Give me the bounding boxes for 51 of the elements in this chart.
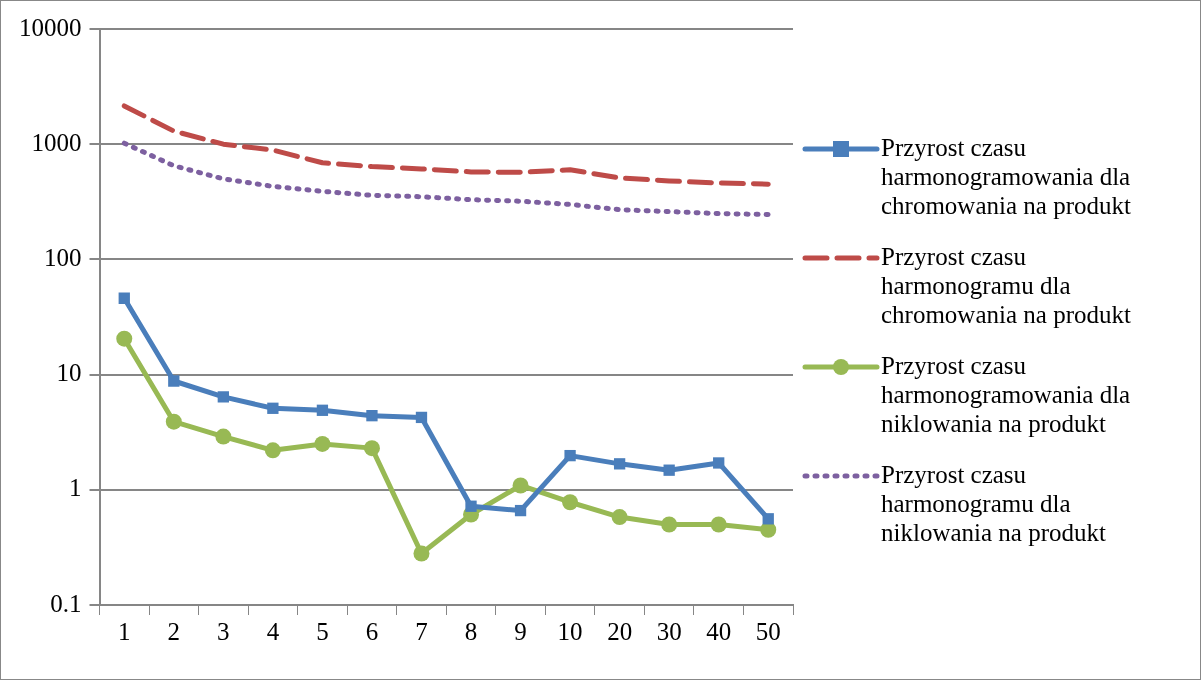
y-tick-label: 0.1 (50, 589, 82, 617)
legend-label: Przyrost czasu harmonogramu dla niklowania na produkt (881, 460, 1107, 547)
point (363, 440, 380, 457)
point (613, 458, 626, 470)
point (267, 402, 279, 414)
x-tick-label: 3 (217, 617, 230, 645)
point (314, 435, 331, 452)
legend-label: Przyrost czasu harmonogramowania dla chromowania na produkt (881, 133, 1132, 220)
point (413, 545, 430, 562)
point (366, 410, 378, 422)
point (611, 509, 628, 526)
point (661, 516, 678, 533)
point (118, 292, 130, 304)
y-tick-label: 1 (69, 474, 82, 502)
point (165, 413, 182, 430)
point (663, 464, 675, 476)
x-tick-label: 6 (365, 617, 379, 645)
x-tick-label: 20 (607, 617, 633, 645)
x-tick-label: 30 (656, 617, 682, 645)
x-tick-label: 8 (464, 617, 478, 645)
x-tick-label: 9 (514, 617, 527, 645)
point (168, 375, 180, 387)
point (710, 516, 727, 533)
x-tick-label: 2 (167, 617, 181, 645)
point (264, 442, 281, 459)
x-tick-label: 5 (316, 617, 329, 645)
point (514, 504, 527, 517)
point (562, 494, 579, 511)
x-tick-label: 1 (118, 617, 131, 645)
x-tick-label: 50 (755, 617, 781, 645)
legend-label: Przyrost czasu harmonogramu dla chromowania na produkt (881, 242, 1132, 329)
x-tick-label: 7 (415, 617, 428, 645)
legend-label: Przyrost czasu harmonogramowania dla niklowania na produkt (881, 351, 1132, 438)
point (762, 513, 774, 525)
y-tick-label: 1000 (31, 128, 82, 156)
x-tick-label: 40 (706, 617, 732, 645)
point (465, 500, 477, 512)
point (512, 477, 529, 494)
point (760, 521, 777, 538)
y-tick-label: 10 (56, 359, 82, 387)
point (215, 428, 232, 445)
y-tick-label: 100 (44, 243, 82, 271)
point (564, 449, 576, 462)
y-tick-label: 10000 (19, 13, 82, 41)
point (217, 391, 229, 403)
point (713, 457, 725, 469)
point (316, 404, 329, 416)
point (116, 330, 133, 347)
x-tick-label: 10 (557, 617, 583, 645)
point (415, 411, 428, 424)
x-tick-label: 4 (266, 617, 280, 645)
